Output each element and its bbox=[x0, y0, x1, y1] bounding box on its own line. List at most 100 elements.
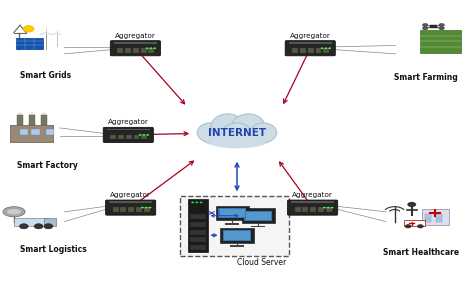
FancyBboxPatch shape bbox=[103, 127, 154, 142]
Bar bbox=[292, 201, 334, 203]
Ellipse shape bbox=[201, 127, 273, 148]
Text: Aggregator: Aggregator bbox=[110, 192, 151, 198]
Bar bbox=[188, 199, 208, 253]
Text: Aggregator: Aggregator bbox=[290, 33, 331, 39]
Circle shape bbox=[422, 23, 428, 27]
Bar bbox=[29, 115, 35, 125]
Bar bbox=[421, 209, 448, 225]
Bar bbox=[46, 129, 54, 135]
Circle shape bbox=[422, 27, 428, 30]
Ellipse shape bbox=[223, 123, 251, 142]
Bar bbox=[244, 211, 273, 221]
Circle shape bbox=[139, 134, 142, 136]
Circle shape bbox=[23, 26, 34, 32]
Bar bbox=[14, 218, 48, 226]
Circle shape bbox=[18, 112, 23, 115]
Ellipse shape bbox=[250, 123, 277, 142]
Ellipse shape bbox=[197, 123, 224, 142]
Circle shape bbox=[323, 207, 326, 209]
Bar bbox=[118, 135, 124, 139]
Ellipse shape bbox=[7, 209, 21, 215]
Circle shape bbox=[405, 225, 411, 228]
Bar bbox=[31, 129, 40, 135]
Bar bbox=[246, 212, 271, 220]
Bar bbox=[318, 207, 324, 212]
Bar bbox=[136, 207, 142, 212]
Bar bbox=[292, 48, 298, 53]
Circle shape bbox=[200, 201, 202, 203]
Bar bbox=[141, 48, 146, 53]
Bar bbox=[220, 228, 254, 243]
Circle shape bbox=[320, 47, 323, 49]
Bar bbox=[223, 230, 251, 241]
Circle shape bbox=[34, 224, 43, 229]
Circle shape bbox=[41, 116, 46, 120]
Bar bbox=[218, 208, 246, 218]
Bar bbox=[110, 135, 116, 139]
Circle shape bbox=[324, 47, 327, 49]
Circle shape bbox=[439, 23, 445, 27]
Text: Smart Farming: Smart Farming bbox=[394, 73, 458, 82]
Bar bbox=[224, 231, 250, 240]
Circle shape bbox=[407, 202, 416, 207]
Bar bbox=[114, 42, 156, 44]
Text: INTERNET: INTERNET bbox=[208, 128, 266, 138]
Bar bbox=[19, 129, 28, 135]
FancyBboxPatch shape bbox=[288, 200, 337, 215]
Bar bbox=[16, 38, 43, 49]
Bar bbox=[326, 207, 331, 212]
Circle shape bbox=[330, 207, 333, 209]
Circle shape bbox=[150, 47, 153, 49]
Circle shape bbox=[439, 27, 445, 30]
FancyBboxPatch shape bbox=[106, 200, 156, 215]
Bar bbox=[128, 207, 134, 212]
FancyBboxPatch shape bbox=[110, 41, 160, 56]
Bar bbox=[310, 207, 316, 212]
Circle shape bbox=[191, 201, 194, 203]
Bar bbox=[10, 125, 53, 142]
Bar bbox=[109, 201, 152, 203]
Ellipse shape bbox=[232, 114, 265, 139]
Text: Smart Healthcare: Smart Healthcare bbox=[383, 248, 459, 257]
Bar bbox=[125, 48, 131, 53]
Text: Cloud Server: Cloud Server bbox=[237, 258, 287, 267]
Bar bbox=[316, 48, 321, 53]
Circle shape bbox=[327, 207, 329, 209]
Circle shape bbox=[146, 134, 149, 136]
Bar bbox=[225, 223, 239, 225]
Bar bbox=[44, 218, 56, 226]
Circle shape bbox=[29, 116, 35, 120]
Text: Aggregator: Aggregator bbox=[115, 33, 156, 39]
Circle shape bbox=[146, 47, 149, 49]
Circle shape bbox=[154, 47, 156, 49]
Bar bbox=[251, 226, 265, 227]
Circle shape bbox=[145, 207, 148, 209]
Bar bbox=[190, 237, 206, 242]
Bar bbox=[425, 214, 431, 217]
Circle shape bbox=[328, 47, 331, 49]
Circle shape bbox=[44, 224, 53, 229]
Bar bbox=[230, 245, 244, 247]
Bar bbox=[437, 214, 443, 217]
FancyBboxPatch shape bbox=[285, 41, 335, 56]
Bar bbox=[144, 207, 150, 212]
Bar bbox=[323, 48, 329, 53]
Circle shape bbox=[418, 225, 423, 228]
Text: Aggregator: Aggregator bbox=[108, 119, 149, 125]
Text: Smart Grids: Smart Grids bbox=[19, 71, 71, 80]
Bar bbox=[308, 48, 314, 53]
Ellipse shape bbox=[211, 114, 244, 139]
Circle shape bbox=[143, 134, 146, 136]
Bar bbox=[430, 25, 437, 28]
Circle shape bbox=[41, 112, 46, 115]
Bar bbox=[118, 48, 123, 53]
Bar bbox=[295, 207, 301, 212]
Bar bbox=[190, 214, 206, 219]
Bar bbox=[113, 207, 118, 212]
Ellipse shape bbox=[3, 207, 25, 217]
Text: Smart Factory: Smart Factory bbox=[17, 162, 78, 171]
Text: Aggregator: Aggregator bbox=[292, 192, 333, 198]
Circle shape bbox=[18, 116, 23, 120]
Bar bbox=[425, 219, 431, 222]
Bar bbox=[141, 135, 147, 139]
